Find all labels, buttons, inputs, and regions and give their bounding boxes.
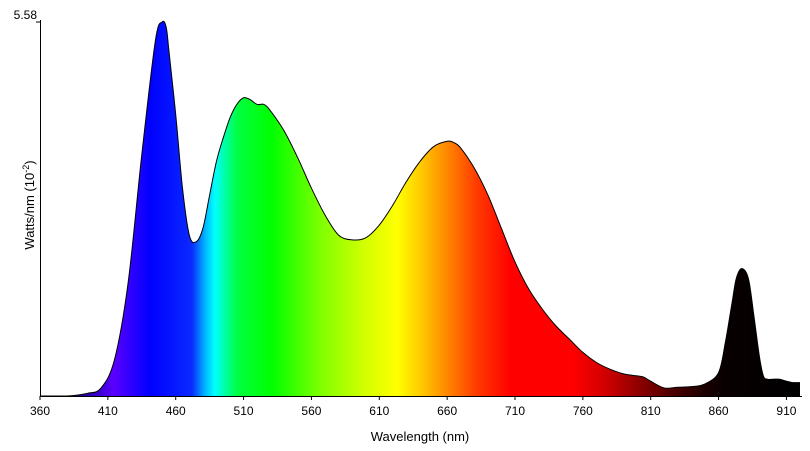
x-tick-label: 910 (776, 404, 796, 418)
spectrum-area-fill (40, 21, 800, 396)
x-tick-label: 360 (30, 404, 50, 418)
x-tick-label: 560 (301, 404, 321, 418)
x-axis-ticks: 360 410 460 510 560 610 660 710 760 810 860 910 (30, 396, 797, 418)
x-tick-label: 760 (573, 404, 593, 418)
x-tick-label: 410 (98, 404, 118, 418)
y-tick-label: 5.58 (14, 8, 38, 22)
x-tick-label: 660 (437, 404, 457, 418)
spectrum-outline (39, 20, 801, 397)
x-tick-label: 510 (234, 404, 254, 418)
y-axis-title-exponent: -2 (21, 165, 31, 173)
x-axis-title: Wavelength (nm) (371, 429, 470, 444)
y-axis-title-suffix: ) (22, 160, 37, 164)
x-tick-label: 860 (709, 404, 729, 418)
y-axis-title-base: Watts/nm (10 (22, 173, 37, 250)
x-tick-label: 810 (641, 404, 661, 418)
y-axis-title: Watts/nm (10-2) (21, 160, 37, 249)
x-tick-label: 610 (369, 404, 389, 418)
y-axis-ticks: 5.58 (14, 8, 40, 23)
x-tick-label: 460 (166, 404, 186, 418)
x-tick-label: 710 (505, 404, 525, 418)
